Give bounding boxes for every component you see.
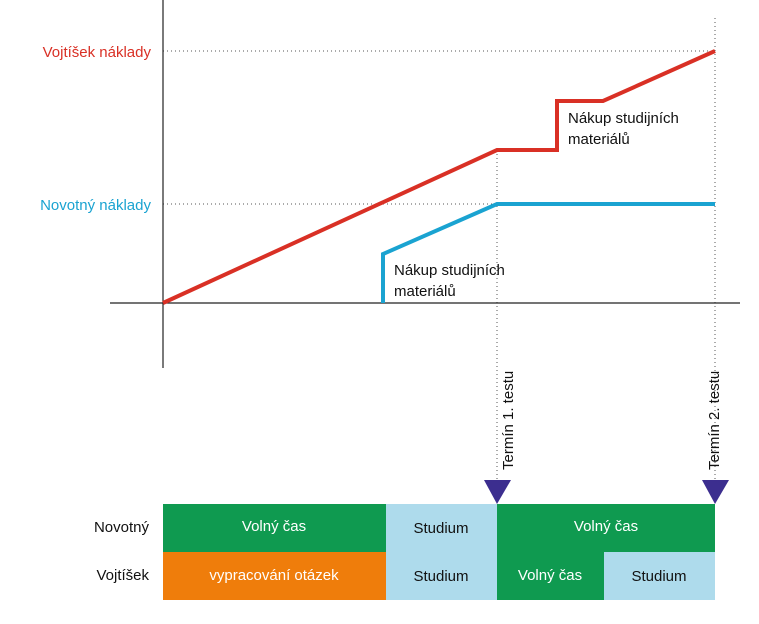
- segment-novotny-studium-label: Studium: [413, 520, 468, 537]
- segment-novotny-volny-cas-2-label: Volný čas: [574, 518, 638, 535]
- annotation-novotny-line-2: materiálů: [394, 283, 456, 300]
- milestone-marker-test1: [484, 480, 511, 504]
- segment-vojtisek-vypracovani: [163, 552, 386, 600]
- segment-novotny-volny-cas-1: [163, 504, 386, 552]
- segment-novotny-studium: [386, 504, 497, 552]
- vojtisek-cost-line: [162, 49, 716, 305]
- segment-vojtisek-studium-2-label: Studium: [631, 568, 686, 585]
- timeline-row-vojtisek: vypracování otázek Studium Volný čas Stu…: [163, 552, 715, 600]
- annotation-vojtisek-line-2: materiálů: [568, 131, 630, 148]
- segment-novotny-volny-cas-2: [497, 504, 715, 552]
- milestone-marker-test2: [702, 480, 729, 504]
- timeline-row-novotny: Volný čas Studium Volný čas: [163, 504, 715, 552]
- annotation-vojtisek-line-1: Nákup studijních: [568, 110, 679, 127]
- annotation-vojtisek-purchase: Nákup studijních materiálů: [568, 110, 683, 148]
- timeline-row-label-vojtisek: Vojtíšek: [96, 567, 149, 584]
- timeline-row-label-novotny: Novotný: [94, 519, 150, 536]
- novotny-cost-line: [381, 202, 715, 303]
- axes: [110, 0, 740, 368]
- milestone-label-test1: Termín 1. testu: [500, 371, 517, 470]
- segment-vojtisek-studium-2: [604, 552, 715, 600]
- segment-vojtisek-vypracovani-label: vypracování otázek: [209, 567, 339, 584]
- label-vojtisek-costs: Vojtíšek náklady: [43, 44, 152, 61]
- milestone-label-test2: Termín 2. testu: [706, 371, 723, 470]
- annotation-novotny-line-1: Nákup studijních: [394, 262, 505, 279]
- annotation-novotny-purchase: Nákup studijních materiálů: [394, 262, 509, 300]
- label-novotny-costs: Novotný náklady: [40, 197, 151, 214]
- segment-vojtisek-volny-cas-label: Volný čas: [518, 567, 582, 584]
- segment-vojtisek-studium-1: [386, 552, 497, 600]
- segment-vojtisek-volny-cas: [497, 552, 604, 600]
- segment-novotny-volny-cas-1-label: Volný čas: [242, 518, 306, 535]
- segment-vojtisek-studium-1-label: Studium: [413, 568, 468, 585]
